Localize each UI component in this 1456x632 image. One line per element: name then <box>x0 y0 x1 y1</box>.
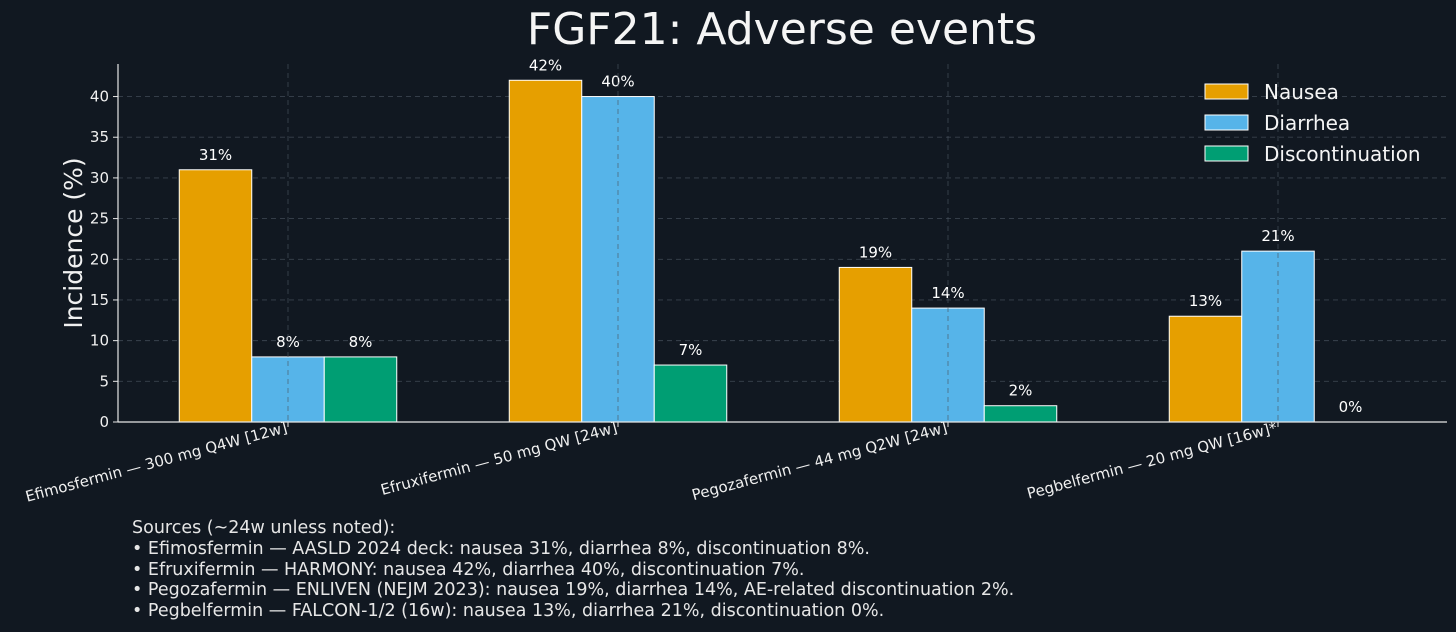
y-tick-label: 10 <box>90 332 109 350</box>
x-tick-label: Pegbelfermin — 20 mg QW [16w]* <box>1025 418 1279 502</box>
legend-label-nausea: Nausea <box>1264 80 1339 104</box>
source-line-pegozafermin: • Pegozafermin — ENLIVEN (NEJM 2023): na… <box>132 580 1015 601</box>
legend-swatch-diarrhea <box>1204 114 1249 131</box>
y-tick-label: 30 <box>90 169 109 187</box>
bar-nausea <box>178 169 253 423</box>
data-label: 2% <box>1009 382 1033 400</box>
x-tick-label: Efruxifermin — 50 mg QW [24w] <box>379 418 619 499</box>
y-tick-label: 15 <box>90 291 109 309</box>
bar-diarrhea <box>581 96 655 423</box>
sources-note: Sources (~24w unless noted): • Efimosfer… <box>132 518 1014 622</box>
legend-label-diarrhea: Diarrhea <box>1264 111 1350 135</box>
legend-label-discontinuation: Discontinuation <box>1264 142 1421 166</box>
bar-nausea <box>838 266 913 423</box>
bar-nausea <box>508 79 583 423</box>
y-tick-label: 35 <box>90 128 109 146</box>
y-tick-label: 5 <box>99 372 109 390</box>
bar-discontinuation <box>983 405 1058 423</box>
data-label: 31% <box>199 146 232 164</box>
data-label: 8% <box>349 333 373 351</box>
data-label: 42% <box>529 56 562 74</box>
data-label: 13% <box>1189 292 1222 310</box>
bar-nausea <box>1168 315 1243 423</box>
source-line-pegbelfermin: • Pegbelfermin — FALCON-1/2 (16w): nause… <box>132 601 885 622</box>
data-label: 40% <box>601 73 634 91</box>
source-line-efimosfermin: • Efimosfermin — AASLD 2024 deck: nausea… <box>132 538 870 559</box>
x-tick-label: Efimosfermin — 300 mg Q4W [12w] <box>24 418 290 505</box>
data-label: 19% <box>859 243 892 261</box>
bar-discontinuation <box>323 356 398 423</box>
legend-swatch-nausea <box>1204 83 1249 100</box>
y-tick-label: 0 <box>99 413 109 431</box>
x-tick-label: Pegozafermin — 44 mg Q2W [24w] <box>690 418 949 504</box>
source-line-efruxifermin: • Efruxifermin — HARMONY: nausea 42%, di… <box>132 559 805 580</box>
legend-swatch-discontinuation <box>1204 145 1249 162</box>
data-label: 0% <box>1339 398 1363 416</box>
y-tick-label: 25 <box>90 210 109 228</box>
y-axis-label: Incidence (%) <box>59 157 88 328</box>
bar-discontinuation <box>653 364 728 423</box>
y-tick-label: 20 <box>90 250 109 268</box>
sources-heading: Sources (~24w unless noted): <box>132 518 396 538</box>
chart-title: FGF21: Adverse events <box>527 4 1037 55</box>
data-label: 8% <box>276 333 300 351</box>
data-label: 7% <box>679 341 703 359</box>
y-tick-label: 40 <box>90 88 109 106</box>
